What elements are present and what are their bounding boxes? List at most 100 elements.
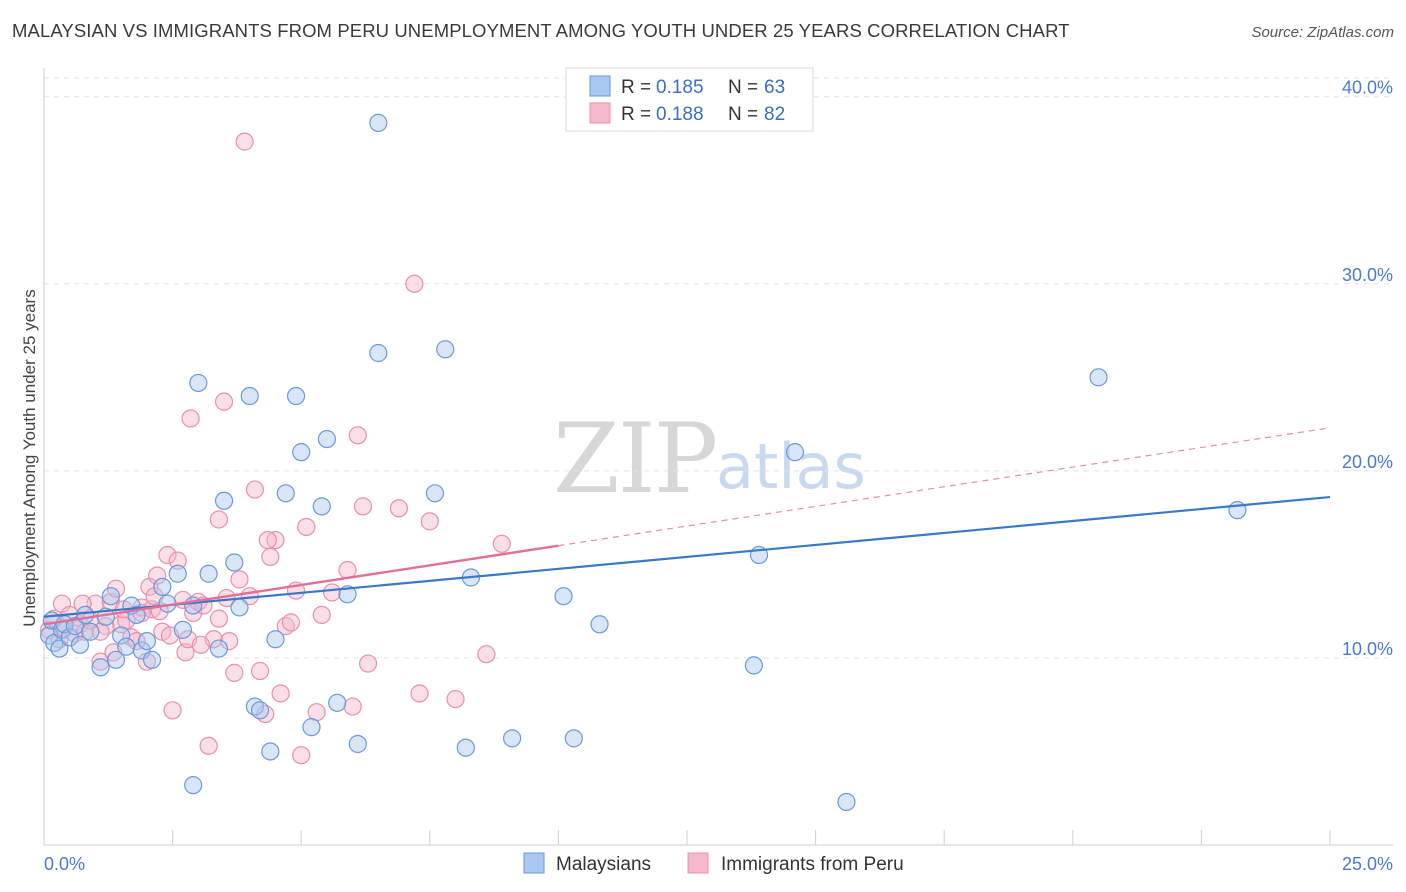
- legend-n-value-2: 82: [764, 104, 785, 125]
- legend-n-value-1: 63: [764, 77, 785, 98]
- malaysian-point: [369, 113, 388, 132]
- malaysian-point: [81, 622, 100, 641]
- peru-point: [225, 663, 244, 682]
- y-tick-label: 40.0%: [1342, 78, 1393, 98]
- malaysian-point: [317, 429, 337, 449]
- peru-point: [91, 652, 110, 671]
- peru-point: [420, 512, 439, 531]
- bottom-legend: Malaysians Immigrants from Peru: [523, 852, 904, 875]
- malaysian-point: [785, 443, 805, 462]
- legend-swatch-peru: [589, 102, 611, 124]
- peru-point: [209, 510, 228, 529]
- malaysian-point: [60, 628, 79, 647]
- malaysian-point: [50, 639, 69, 658]
- gridlines: [44, 77, 1393, 659]
- malaysian-point: [1089, 368, 1108, 387]
- peru-point: [266, 530, 285, 550]
- malaysian-point: [312, 497, 331, 516]
- peru-point: [281, 613, 301, 632]
- malaysian-point: [286, 386, 306, 406]
- malaysian-point: [369, 343, 388, 363]
- y-axis-title: Unemployment Among Youth under 25 years: [20, 289, 39, 626]
- malaysian-point: [168, 564, 187, 583]
- peru-point: [292, 746, 311, 765]
- peru-point: [477, 645, 496, 664]
- legend: R = 0.185 N = 63 R = 0.188 N = 82: [565, 67, 814, 132]
- peru-point: [168, 551, 187, 570]
- malaysian-point: [173, 620, 192, 639]
- peru-point: [389, 499, 409, 518]
- peru-point: [258, 530, 277, 550]
- legend-r-value-2: 0.188: [656, 104, 704, 125]
- trend-line-peru: [43, 544, 559, 626]
- y-tick-label: 20.0%: [1342, 452, 1393, 472]
- peru-point: [348, 426, 367, 445]
- watermark-zip: ZIP: [553, 403, 716, 515]
- peru-point: [492, 534, 511, 553]
- peru-point: [209, 609, 228, 628]
- malaysian-point: [153, 577, 172, 596]
- malaysian-point: [348, 734, 367, 754]
- malaysian-point: [184, 776, 203, 795]
- malaysian-point: [302, 718, 321, 737]
- malaysian-point: [590, 615, 609, 634]
- malaysian-point: [230, 598, 249, 617]
- peru-point: [158, 545, 177, 565]
- y-tick-label: 10.0%: [1342, 639, 1393, 659]
- malaysian-point: [240, 386, 259, 406]
- malaysian-point: [209, 639, 228, 658]
- trend-lines: [43, 427, 1331, 626]
- malaysian-point: [276, 484, 295, 503]
- bottom-legend-label-malaysians: Malaysians: [556, 854, 651, 875]
- malaysian-point: [744, 656, 763, 675]
- bottom-legend-swatch-malaysians: [523, 852, 545, 874]
- peru-point: [214, 392, 234, 411]
- malaysian-point: [142, 650, 162, 669]
- peru-point: [181, 409, 200, 428]
- malaysian-point: [137, 631, 156, 651]
- malaysian-point: [189, 373, 208, 393]
- malaysian-point: [76, 605, 95, 625]
- legend-n-label-1: N =: [728, 77, 758, 98]
- series-peru-points: [40, 132, 511, 765]
- malaysian-point: [199, 564, 218, 583]
- malaysian-point: [328, 693, 347, 712]
- malaysian-point: [564, 729, 583, 748]
- peru-point: [261, 547, 280, 567]
- source-credit: Source: ZipAtlas.com: [1251, 24, 1394, 41]
- peru-point: [322, 583, 342, 602]
- peru-point: [410, 684, 429, 703]
- malaysian-point: [117, 637, 136, 656]
- peru-point: [220, 631, 239, 651]
- x-tick-label-max: 25.0%: [1342, 854, 1393, 874]
- legend-r-value-1: 0.185: [656, 77, 704, 98]
- peru-point: [230, 570, 249, 589]
- malaysian-point: [436, 340, 455, 359]
- trend-line-peru-extension: [558, 427, 1331, 547]
- peru-point: [199, 736, 218, 755]
- bottom-legend-label-peru: Immigrants from Peru: [721, 854, 904, 875]
- malaysian-point: [338, 585, 357, 604]
- peru-point: [191, 635, 210, 654]
- peru-point: [184, 603, 203, 623]
- peru-point: [271, 684, 290, 703]
- malaysian-point: [425, 484, 445, 503]
- legend-n-label-2: N =: [728, 104, 758, 125]
- y-tick-labels: 10.0% 20.0% 30.0% 40.0%: [1342, 78, 1393, 659]
- malaysian-point: [250, 701, 270, 720]
- malaysian-point: [91, 658, 110, 677]
- x-tick-marks: [43, 830, 1331, 845]
- watermark-atlas: atlas: [716, 430, 866, 503]
- peru-point: [297, 517, 316, 537]
- peru-point: [446, 689, 465, 709]
- malaysian-point: [554, 587, 573, 606]
- malaysian-point: [292, 443, 311, 462]
- malaysian-point: [503, 729, 522, 748]
- malaysian-point: [101, 587, 120, 606]
- malaysian-point: [106, 650, 126, 669]
- malaysian-point: [70, 635, 90, 654]
- bottom-legend-swatch-peru: [687, 852, 709, 874]
- malaysian-point: [225, 553, 244, 572]
- legend-r-label-2: R =: [621, 104, 651, 125]
